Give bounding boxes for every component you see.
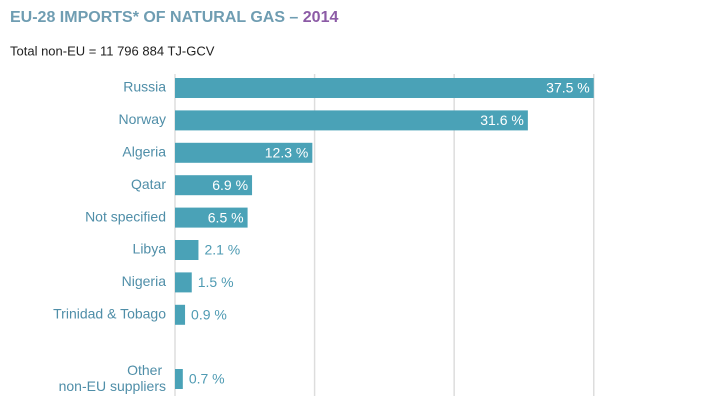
y-tick-label: Qatar [131,176,166,192]
y-tick-label: Norway [119,111,166,127]
value-label: 0.9 % [191,307,227,323]
value-label: 31.6 % [480,112,524,128]
value-label: 37.5 % [546,80,590,96]
chart-title: EU-28 IMPORTS* OF NATURAL GAS – 2014 [10,9,338,26]
bar [175,304,186,325]
y-tick-label: Nigeria [122,273,167,289]
label-line: Other [127,362,166,378]
value-label: 2.1 % [204,242,240,258]
y-tick-label: Russia [123,79,166,95]
bar [175,240,199,260]
y-tick-label: Trinidad & Tobago [53,306,166,322]
y-tick-label: Libya [133,241,167,257]
value-label: 6.9 % [212,177,248,193]
bar [175,78,594,98]
y-tick-label: Algeria [122,144,166,160]
title-year: 2014 [303,9,339,26]
value-label: 0.7 % [189,371,225,387]
bar [175,369,183,389]
bar [175,110,528,131]
value-label: 6.5 % [208,209,244,225]
y-tick-label: Other non-EU suppliers [59,362,166,394]
y-tick-label: Not specified [85,208,166,224]
bar [175,175,253,196]
value-label: 12.3 % [265,145,309,161]
bar [175,207,248,228]
label-line: non-EU suppliers [59,378,166,394]
bar [175,142,313,163]
value-label: 1.5 % [198,274,234,290]
subtitle: Total non-EU = 11 796 884 TJ-GCV [10,43,215,58]
bar [175,272,192,293]
title-text: EU-28 IMPORTS* OF NATURAL GAS – [10,9,298,26]
